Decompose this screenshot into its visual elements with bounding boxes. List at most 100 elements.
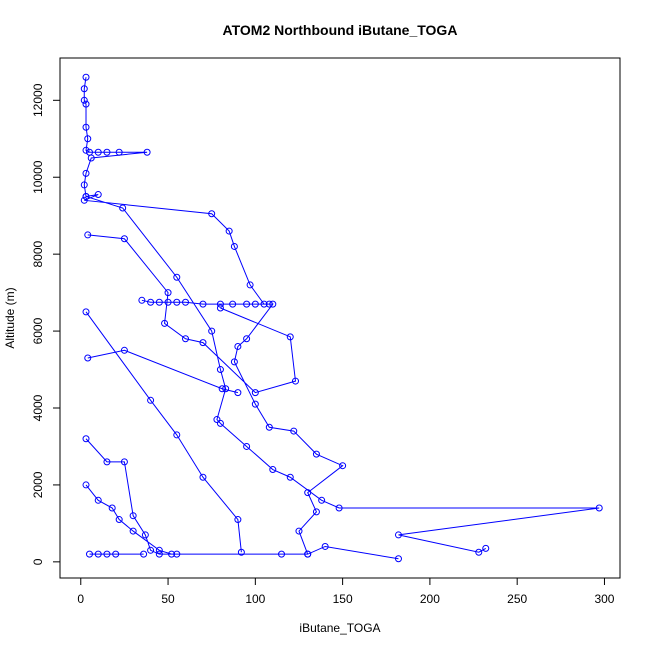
data-point — [129, 527, 137, 535]
data-point — [304, 489, 312, 497]
data-point — [243, 335, 251, 343]
data-point — [208, 327, 216, 335]
data-point — [286, 333, 294, 341]
data-point — [82, 73, 90, 81]
data-point — [251, 400, 259, 408]
data-point — [278, 550, 286, 558]
data-point — [120, 235, 128, 243]
data-point — [173, 431, 181, 439]
data-point — [84, 354, 92, 362]
data-point — [475, 548, 483, 556]
y-tick-label: 0 — [31, 558, 45, 565]
data-point — [161, 319, 169, 327]
data-point — [108, 504, 116, 512]
data-point — [265, 300, 273, 308]
data-point — [82, 146, 90, 154]
data-point — [265, 423, 273, 431]
data-point — [243, 300, 251, 308]
data-point — [82, 308, 90, 316]
data-point — [216, 419, 224, 427]
y-tick-label: 4000 — [31, 394, 45, 421]
data-point — [173, 273, 181, 281]
data-point — [112, 550, 120, 558]
data-point — [482, 544, 490, 552]
data-point — [394, 531, 402, 539]
data-point — [147, 396, 155, 404]
data-point — [129, 512, 137, 520]
data-point — [208, 210, 216, 218]
data-point — [234, 389, 242, 397]
data-point — [164, 289, 172, 297]
data-point — [339, 462, 347, 470]
data-point — [82, 123, 90, 131]
y-tick-label: 8000 — [31, 240, 45, 267]
data-point — [199, 300, 207, 308]
data-point — [138, 296, 146, 304]
data-point — [182, 298, 190, 306]
data-point — [260, 300, 268, 308]
data-point — [286, 473, 294, 481]
data-point — [120, 346, 128, 354]
data-point — [84, 135, 92, 143]
data-point — [155, 546, 163, 554]
data-point — [318, 496, 326, 504]
data-line — [83, 77, 600, 560]
data-point — [199, 339, 207, 347]
data-point — [335, 504, 343, 512]
x-tick-label: 100 — [245, 592, 265, 606]
data-point — [82, 435, 90, 443]
y-tick-label: 12000 — [31, 83, 45, 117]
data-point — [86, 550, 94, 558]
data-point — [115, 148, 123, 156]
data-point — [312, 508, 320, 516]
data-point — [141, 531, 149, 539]
data-point — [103, 148, 111, 156]
data-point — [80, 85, 88, 93]
data-point — [80, 196, 88, 204]
data-point — [140, 550, 148, 558]
y-tick-label: 10000 — [31, 160, 45, 194]
data-point — [182, 335, 190, 343]
plot-frame — [59, 57, 621, 579]
data-point — [394, 555, 402, 563]
x-tick-label: 50 — [161, 592, 175, 606]
data-point — [216, 300, 224, 308]
data-point — [269, 466, 277, 474]
data-point — [295, 527, 303, 535]
data-point — [225, 227, 233, 235]
data-point — [251, 300, 259, 308]
data-point — [82, 481, 90, 489]
data-point — [119, 204, 127, 212]
data-point — [143, 148, 151, 156]
data-point — [269, 300, 277, 308]
data-point — [251, 389, 259, 397]
data-point — [234, 516, 242, 524]
y-axis-label: Altitude (m) — [3, 287, 17, 348]
data-point — [321, 542, 329, 550]
x-tick-label: 150 — [333, 592, 353, 606]
data-point — [94, 550, 102, 558]
x-tick-label: 250 — [507, 592, 527, 606]
data-point — [243, 442, 251, 450]
data-point — [94, 148, 102, 156]
chart-title: ATOM2 Northbound iButane_TOGA — [223, 22, 458, 38]
data-point — [147, 546, 155, 554]
data-point — [229, 300, 237, 308]
data-point — [164, 298, 172, 306]
data-point — [82, 192, 90, 200]
data-point — [87, 154, 95, 162]
data-point — [595, 504, 603, 512]
data-point — [218, 385, 226, 393]
data-point — [84, 231, 92, 239]
data-point — [304, 550, 312, 558]
data-point — [115, 516, 123, 524]
data-point — [291, 377, 299, 385]
data-point — [120, 458, 128, 466]
data-point — [168, 550, 176, 558]
data-point — [94, 496, 102, 504]
data-point — [155, 298, 163, 306]
data-point — [173, 298, 181, 306]
data-point — [246, 281, 254, 289]
x-tick-label: 200 — [420, 592, 440, 606]
